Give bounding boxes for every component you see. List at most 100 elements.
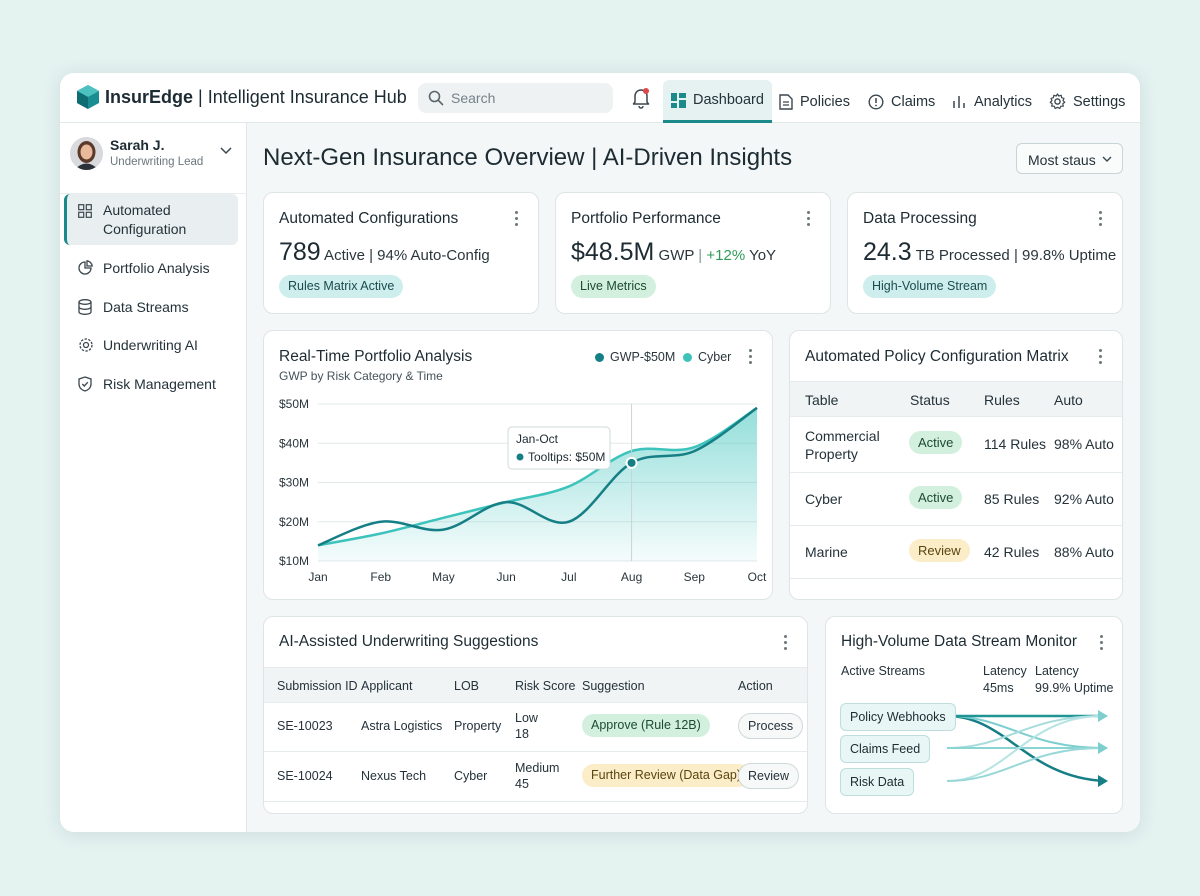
table-header: Table Status Rules Auto [790,381,1122,417]
card-title: Data Processing [863,210,977,227]
shield-icon [78,376,92,392]
applicant-name: Astra Logistics [361,719,443,733]
sidebar-item-data-streams[interactable]: Data Streams [64,296,238,318]
column-header: Auto [1054,392,1083,408]
more-options-icon[interactable] [511,211,521,227]
column-header: Status [910,392,950,408]
stream-monitor-card: High-Volume Data Stream Monitor Active S… [825,616,1123,814]
series-line-gwp [317,406,758,547]
avatar [70,137,103,170]
sidebar-item-label: Portfolio Analysis [103,260,210,276]
status-badge: Active [909,486,963,509]
tooltip-dot [516,453,524,461]
chart-title: Real-Time Portfolio Analysis [279,348,473,365]
policy-name: Cyber [805,491,843,507]
user-profile[interactable]: Sarah J. Underwriting Lead [70,135,240,175]
more-options-icon[interactable] [803,211,813,227]
arrow-icon [1098,775,1108,787]
x-tick-label: Sep [684,570,706,584]
nav-policies[interactable]: Policies [779,80,850,123]
auto-percent: 98% Auto [1054,436,1114,452]
policy-matrix-card: Automated Policy Configuration Matrix Ta… [789,330,1123,600]
legend-label: GWP-$50M [610,350,676,364]
sidebar-divider [60,193,247,194]
arrow-icon [1098,742,1108,754]
search-input[interactable] [451,88,601,108]
user-role: Underwriting Lead [110,156,204,168]
suggestion-badge: Further Review (Data Gap) [582,764,751,787]
latency-value: 45ms [983,681,1014,695]
chevron-down-icon[interactable] [220,147,232,155]
row-divider [264,801,807,802]
tooltip-value: Tooltips: $50M [528,450,605,464]
more-options-icon[interactable] [1095,349,1105,365]
x-tick-label: May [432,570,455,584]
column-header: LOB [454,679,480,693]
kpi-card-portfolio-performance: Portfolio Performance $48.5M GWP | +12% … [555,192,831,314]
kpi-value: 24.3 TB Processed | 99.8% Uptime [863,238,1117,266]
nav-claims[interactable]: Claims [868,80,935,123]
more-options-icon[interactable] [780,635,790,651]
column-header: Suggestion [582,679,645,693]
submission-id: SE-10023 [277,719,333,733]
stream-tag-risk-data[interactable]: Risk Data [840,768,915,796]
latency-label: Latency [1035,664,1079,678]
card-title: Automated Policy Configuration Matrix [805,348,1069,365]
alert-circle-icon [868,93,884,110]
sidebar-item-risk-management[interactable]: Risk Management [64,373,238,395]
y-tick-label: $20M [279,515,309,529]
y-tick-label: $30M [279,476,309,490]
app-window: InsurEdge | Intelligent Insurance Hub Da… [60,73,1140,832]
gear-icon [1049,93,1066,110]
row-divider [264,751,807,752]
column-header: Applicant [361,679,413,693]
status-badge: Review [909,539,970,562]
pie-chart-icon [78,260,93,275]
sort-dropdown-label: Most staus [1028,152,1096,168]
policy-name: Marine [805,544,848,560]
review-button[interactable]: Review [738,763,799,789]
applicant-name: Nexus Tech [361,769,427,783]
x-tick-label: Oct [748,570,767,584]
tooltip-box [507,426,611,470]
active-streams-label: Active Streams [841,664,926,678]
legend-label: Cyber [698,350,732,364]
uptime-value: 99.9% Uptime [1035,681,1114,695]
sidebar-item-portfolio-analysis[interactable]: Portfolio Analysis [64,257,238,279]
rules-count: 114 Rules [984,436,1047,452]
sidebar-item-automated-configuration[interactable]: Automated Configuration [64,194,238,245]
nav-dashboard[interactable]: Dashboard [663,80,772,123]
rules-count: 85 Rules [984,491,1040,507]
notification-bell-icon[interactable] [631,87,651,109]
more-options-icon[interactable] [745,349,755,365]
row-divider [790,525,1122,526]
dashboard-icon [671,92,686,108]
more-options-icon[interactable] [1096,635,1106,651]
nav-analytics[interactable]: Analytics [952,80,1032,123]
legend-item-cyber[interactable]: Cyber [683,350,731,364]
search-box[interactable] [418,83,613,113]
legend-swatch [595,352,604,362]
sidebar-item-underwriting-ai[interactable]: Underwriting AI [64,334,238,356]
nav-settings[interactable]: Settings [1049,80,1125,123]
suggestion-badge: Approve (Rule 12B) [582,714,710,737]
portfolio-chart-card: Real-Time Portfolio Analysis GWP by Risk… [263,330,773,600]
legend-item-gwp[interactable]: GWP-$50M [595,350,675,364]
nav-settings-label: Settings [1073,93,1126,110]
more-options-icon[interactable] [1095,211,1105,227]
column-header: Rules [984,392,1020,408]
table-header: Submission ID Applicant LOB Risk Score S… [264,667,807,703]
process-button[interactable]: Process [738,713,804,739]
highlight-point [625,456,638,469]
top-bar: InsurEdge | Intelligent Insurance Hub Da… [60,73,1140,123]
grid-icon [78,204,92,218]
logo-icon [77,85,99,109]
sort-dropdown[interactable]: Most staus [1016,143,1123,174]
nav-analytics-label: Analytics [974,93,1033,110]
rules-count: 42 Rules [984,544,1040,560]
chart-subtitle: GWP by Risk Category & Time [279,369,443,383]
stream-tag-policy-webhooks[interactable]: Policy Webhooks [840,703,956,731]
stream-tag-claims-feed[interactable]: Claims Feed [840,735,931,763]
search-icon [428,90,444,106]
y-tick-label: $50M [279,397,309,411]
